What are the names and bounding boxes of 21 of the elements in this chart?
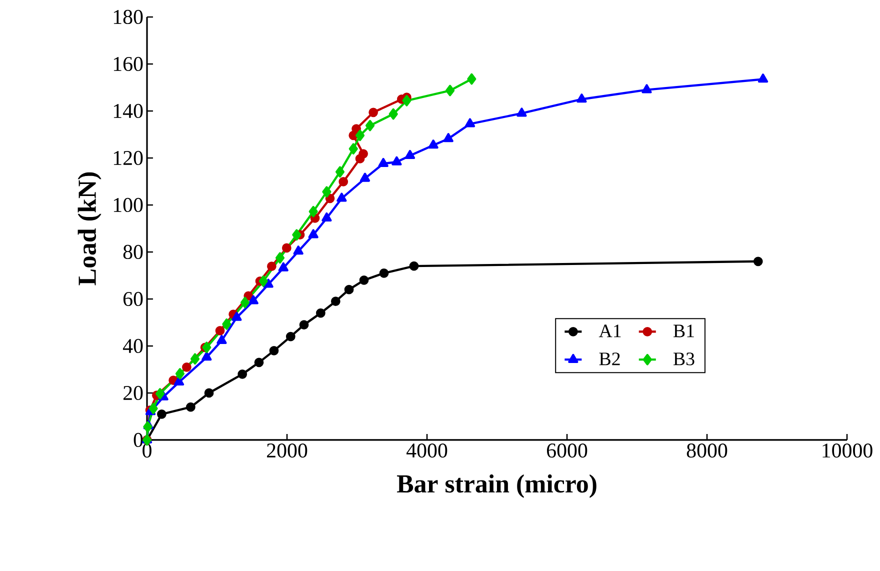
x-tick-label: 8000 <box>686 444 728 458</box>
y-tick-label: 180 <box>114 10 143 24</box>
y-tick-label: 160 <box>114 56 143 72</box>
y-tick-label: 20 <box>123 386 143 400</box>
x-axis-title: Bar strain (micro) <box>396 474 596 498</box>
y-tick-label: 0 <box>134 432 143 448</box>
x-tick-label: 10000 <box>822 444 872 458</box>
y-axis-title: Load (kN) <box>78 172 102 286</box>
y-tick-label: 100 <box>114 198 143 212</box>
legend-label: A1 <box>598 324 621 338</box>
x-tick-label: 2000 <box>267 444 308 458</box>
legend-label: B1 <box>673 324 694 338</box>
y-tick-label: 80 <box>123 244 143 260</box>
legend-label: B3 <box>673 352 694 366</box>
legend-label: B2 <box>599 352 620 366</box>
x-tick-label: 4000 <box>406 444 448 458</box>
y-tick-label: 140 <box>114 104 143 118</box>
x-tick-label: 6000 <box>546 444 588 458</box>
y-tick-label: 40 <box>122 338 143 354</box>
y-tick-label: 120 <box>114 150 143 166</box>
y-tick-label: 60 <box>123 292 143 306</box>
